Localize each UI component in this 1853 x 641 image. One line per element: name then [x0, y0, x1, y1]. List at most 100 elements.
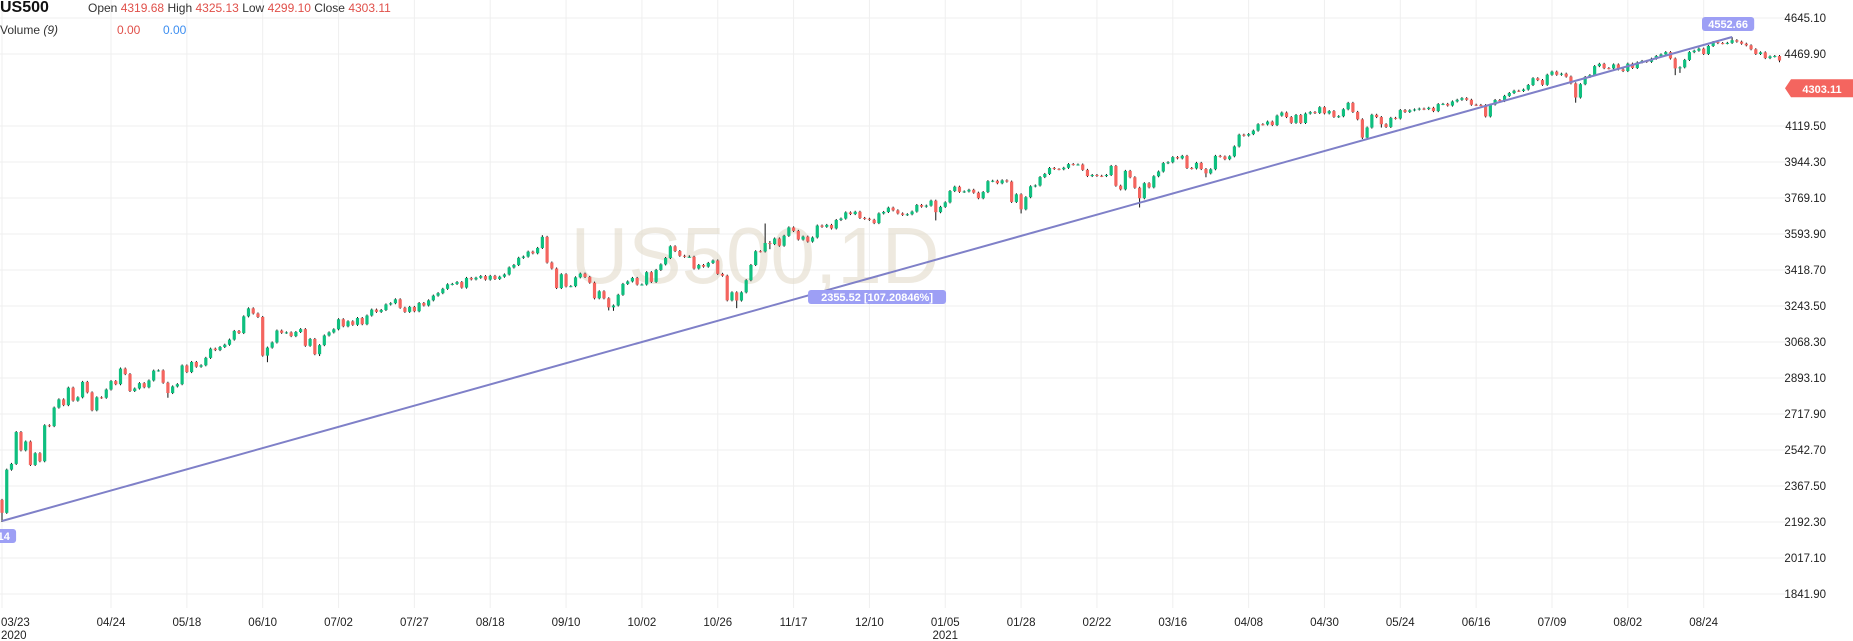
candle [1185, 154, 1189, 170]
trendline[interactable] [1, 36, 1733, 522]
candle [588, 275, 592, 284]
candle [488, 274, 492, 281]
candle-body-down [1204, 169, 1208, 174]
candle [1043, 172, 1047, 179]
candle [1526, 83, 1530, 91]
trendline-group[interactable]: 2197.14 4552.66 2355.52 [107.20846%] [0, 16, 1755, 543]
candle [142, 382, 146, 389]
candle-body-up [66, 387, 70, 406]
candle-body-up [1303, 113, 1308, 124]
candle [915, 203, 919, 213]
candle-body-down [891, 207, 895, 211]
candle-body-up [1142, 183, 1146, 199]
candle [147, 379, 151, 389]
candle [976, 191, 981, 200]
candle [848, 211, 853, 216]
trendline-start-label: 2197.14 [0, 531, 11, 543]
candle [408, 305, 412, 313]
candle-body-up [962, 191, 966, 193]
candle [1474, 103, 1478, 106]
candle [1308, 111, 1312, 115]
candle-body-down [1469, 99, 1473, 105]
candle [1626, 62, 1630, 73]
candle [810, 236, 815, 243]
candle-body-up [389, 303, 393, 305]
candle-body-up [1370, 114, 1374, 128]
candle-body-up [953, 186, 957, 192]
candle-body-up [24, 441, 28, 451]
candle-body-down [1673, 58, 1677, 69]
candle [1322, 106, 1327, 115]
candle-body-down [1393, 117, 1398, 119]
candle [1133, 176, 1137, 189]
candle [379, 308, 383, 313]
candle [393, 298, 398, 305]
candle [1237, 133, 1241, 148]
candle [1739, 40, 1744, 45]
date-tick-label: 10/26 [703, 617, 732, 629]
candle-body-down [85, 381, 89, 393]
candle [1014, 193, 1018, 203]
candle-body-up [502, 274, 507, 277]
candle-body-up [1545, 74, 1549, 85]
candle-body-up [1687, 52, 1692, 60]
candle-body-down [919, 205, 924, 207]
candle [1128, 169, 1132, 179]
candle-body-down [1702, 48, 1706, 54]
candle [962, 190, 966, 193]
candle [47, 424, 51, 428]
candle-body-up [981, 192, 985, 199]
candle [1436, 103, 1440, 113]
candle [863, 216, 867, 220]
candle-body-up [498, 276, 502, 279]
candle [1327, 110, 1331, 115]
candle [1469, 98, 1473, 106]
price-tick-label: 2717.90 [1784, 409, 1826, 421]
candle-body-down [901, 213, 905, 215]
candle-body-down [1465, 98, 1469, 100]
candle [758, 250, 762, 253]
date-tick-label: 05/18 [172, 617, 201, 629]
candle-body-up [782, 235, 786, 246]
candle [1754, 48, 1758, 56]
date-tick-label: 08/02 [1613, 617, 1642, 629]
candle [455, 281, 459, 285]
candle [1593, 65, 1597, 77]
candle-body-down [237, 330, 241, 334]
candle [697, 263, 701, 270]
candle-body-up [1526, 85, 1530, 90]
candle-body-up [1412, 109, 1417, 111]
candle-body-down [1289, 117, 1293, 123]
trendline-change-label: 2355.52 [107.20846%] [821, 292, 933, 304]
candle [1730, 36, 1734, 44]
candle [602, 290, 606, 300]
candle [327, 331, 331, 337]
candle-body-up [1251, 130, 1255, 135]
price-axis[interactable]: 4645.10 4469.90 4119.50 3944.30 3769.10 3593.… [1784, 13, 1853, 601]
candle-body-down [635, 277, 639, 285]
price-tick-label: 4469.90 [1784, 49, 1826, 61]
candle-body-down [469, 277, 473, 280]
candle-body-up [640, 284, 644, 286]
candle-body-up [1171, 157, 1175, 163]
open-value: 4319.68 [120, 1, 165, 15]
candle-body-down [1744, 43, 1748, 46]
candle [450, 282, 454, 286]
candle-body-up [1294, 115, 1298, 123]
candle-body-up [1725, 42, 1729, 44]
candle [43, 424, 47, 463]
candle-body-down [934, 200, 938, 213]
candle-body-down [649, 272, 653, 282]
candle-body-up [697, 265, 701, 269]
candle [1005, 179, 1009, 183]
candle-body-up [853, 211, 857, 215]
candle-body-down [1199, 162, 1203, 170]
candle [303, 328, 307, 347]
candle-body-down [256, 313, 260, 317]
candle [71, 386, 75, 402]
candle [995, 179, 999, 185]
candle [630, 276, 635, 283]
candle-body-down [1569, 76, 1573, 84]
